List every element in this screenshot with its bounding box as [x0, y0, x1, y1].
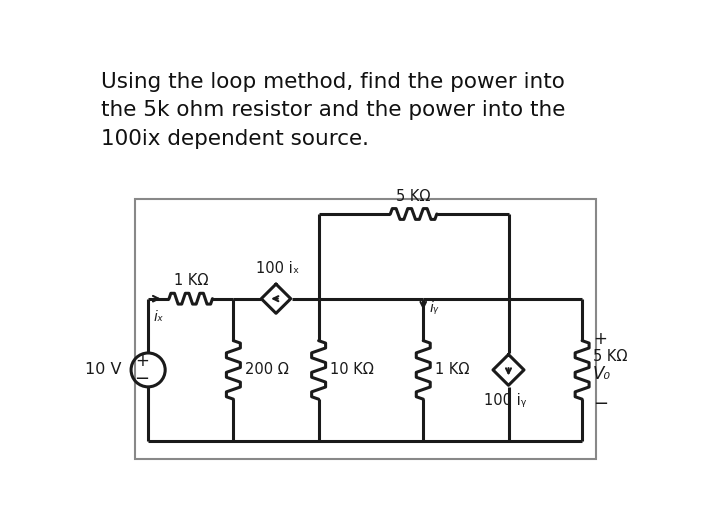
Bar — [135, 198, 596, 459]
Text: +: + — [135, 352, 149, 370]
Text: 5 KΩ: 5 KΩ — [593, 348, 627, 363]
Text: 1 KΩ: 1 KΩ — [174, 273, 208, 288]
Text: −: − — [135, 370, 150, 388]
Text: −: − — [593, 395, 608, 413]
Text: iₓ: iₓ — [154, 310, 164, 324]
Text: Using the loop method, find the power into
the 5k ohm resistor and the power int: Using the loop method, find the power in… — [101, 71, 565, 149]
Text: V₀: V₀ — [593, 365, 611, 383]
Text: 5 KΩ: 5 KΩ — [397, 189, 431, 204]
Text: iᵧ: iᵧ — [429, 301, 438, 315]
Text: 200 Ω: 200 Ω — [245, 362, 289, 377]
Text: 1 KΩ: 1 KΩ — [435, 362, 469, 377]
Text: 10 V: 10 V — [85, 362, 122, 377]
Text: 100 iₓ: 100 iₓ — [256, 261, 300, 276]
Text: 10 KΩ: 10 KΩ — [330, 362, 374, 377]
Text: +: + — [593, 330, 607, 348]
Text: 100 iᵧ: 100 iᵧ — [484, 393, 526, 408]
